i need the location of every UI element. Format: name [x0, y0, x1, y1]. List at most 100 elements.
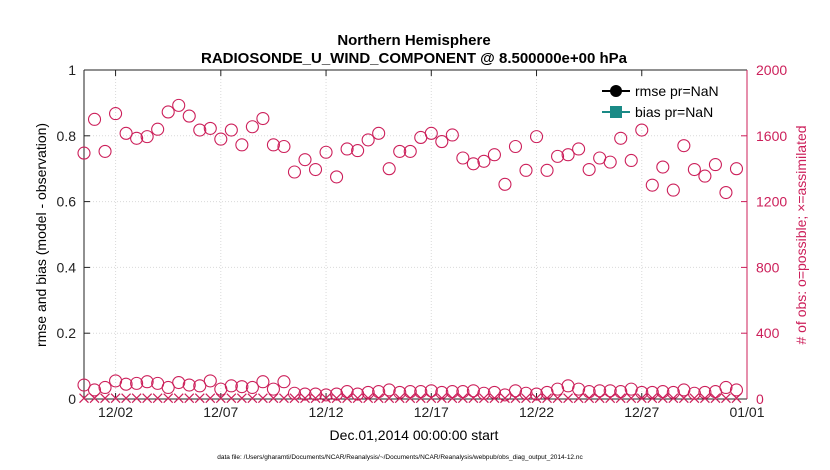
assimilated-obs-marker [142, 393, 153, 404]
y-tick-label-right: 0 [756, 391, 764, 407]
assimilated-obs-marker [468, 393, 479, 404]
assimilated-obs-marker [478, 393, 489, 404]
possible-obs-marker [119, 377, 133, 391]
assimilated-obs-marker [405, 393, 416, 404]
possible-obs-marker [466, 157, 480, 171]
assimilated-obs-marker [647, 393, 658, 404]
possible-obs-marker [193, 379, 207, 393]
y-tick-label-left: 0 [68, 391, 76, 407]
chart-title-line1: Northern Hemisphere [337, 32, 490, 49]
possible-obs-marker [224, 123, 238, 137]
assimilated-obs-marker [436, 393, 447, 404]
possible-obs-marker [77, 378, 91, 392]
possible-obs-marker [719, 380, 733, 395]
y-tick-label-left: 0.2 [57, 325, 77, 341]
possible-obs-marker [593, 384, 607, 398]
assimilated-obs-marker [247, 393, 258, 404]
y-tick-label-right: 1600 [756, 128, 787, 144]
assimilated-obs-marker [110, 393, 121, 404]
possible-obs-marker [140, 375, 154, 389]
possible-obs-marker [319, 388, 333, 402]
possible-obs-marker [277, 375, 291, 389]
assimilated-obs-marker [131, 393, 142, 404]
possible-obs-marker [214, 132, 228, 146]
x-tick-label: 12/22 [519, 404, 554, 420]
possible-obs-marker [319, 145, 333, 159]
possible-obs-marker [298, 153, 312, 167]
assimilated-obs-marker [594, 393, 605, 404]
y-axis-label-left: rmse and bias (model - observation) [33, 123, 49, 347]
possible-obs-marker [424, 384, 438, 398]
possible-obs-marker [529, 130, 544, 144]
assimilated-obs-marker [184, 393, 195, 404]
y-tick-label-left: 0.4 [57, 259, 77, 275]
possible-obs-marker [572, 142, 586, 156]
possible-obs-marker [561, 148, 575, 162]
possible-obs-marker [151, 122, 165, 136]
y-tick-label-left: 0.6 [57, 194, 77, 210]
assimilated-obs-marker [542, 393, 552, 404]
assimilated-obs-marker [363, 393, 374, 404]
possible-obs-marker [677, 139, 691, 153]
assimilated-obs-marker [457, 393, 468, 404]
possible-obs-marker [119, 126, 133, 140]
possible-obs-marker [182, 378, 196, 392]
possible-obs-marker [687, 162, 701, 177]
assimilated-obs-marker [100, 393, 110, 404]
possible-obs-marker [445, 128, 459, 142]
assimilated-obs-marker [342, 393, 353, 404]
assimilated-obs-marker [121, 393, 132, 404]
x-tick-label: 12/12 [309, 404, 344, 420]
assimilated-obs-marker [721, 393, 731, 404]
assimilated-obs-marker [710, 393, 721, 404]
assimilated-obs-marker [236, 393, 247, 404]
legend-rmse-marker [610, 85, 622, 97]
possible-obs-marker [687, 386, 701, 400]
possible-obs-marker [256, 375, 270, 389]
possible-obs-marker [372, 126, 386, 140]
plot-area: 12/02 12/07 12/12 12/17 12/22 12/27 01/0100.20… [57, 62, 788, 420]
possible-obs-marker [245, 120, 259, 134]
assimilated-obs-marker [279, 393, 289, 404]
y-tick-label-right: 800 [756, 259, 780, 275]
possible-obs-marker [266, 382, 280, 396]
possible-obs-marker [519, 386, 533, 400]
legend: rmse pr=NaN bias pr=NaN [591, 79, 738, 123]
possible-obs-marker [130, 131, 144, 145]
assimilated-obs-marker [152, 393, 163, 404]
assimilated-obs-marker [226, 393, 237, 404]
possible-obs-marker [235, 380, 249, 394]
possible-obs-marker [435, 135, 449, 149]
assimilated-obs-marker [500, 393, 510, 404]
possible-obs-marker [645, 178, 659, 192]
possible-obs-marker [729, 383, 744, 397]
possible-obs-marker [603, 384, 617, 398]
legend-bias-marker [610, 106, 622, 118]
assimilated-obs-marker [352, 393, 363, 404]
possible-obs-marker [656, 160, 670, 174]
possible-obs-marker [719, 186, 733, 200]
possible-obs-marker [635, 123, 649, 137]
assimilated-obs-marker [373, 393, 384, 404]
legend-bias-label: bias pr=NaN [635, 104, 713, 120]
possible-obs-marker [161, 105, 175, 119]
y-axis-label-right: # of obs: o=possible; ×=assimilated [793, 125, 809, 344]
possible-obs-marker [330, 170, 344, 184]
possible-obs-marker [666, 183, 680, 197]
possible-obs-marker [140, 130, 154, 144]
assimilated-obs-marker [426, 393, 437, 404]
y-tick-label-right: 2000 [756, 62, 787, 78]
possible-obs-marker [245, 380, 259, 395]
assimilated-obs-marker [173, 393, 184, 404]
assimilated-obs-marker [605, 393, 616, 404]
possible-obs-marker [603, 155, 617, 169]
possible-obs-marker [87, 112, 102, 126]
possible-obs-marker [540, 163, 554, 177]
assimilated-obs-marker [668, 393, 679, 404]
chart-title-line2: RADIOSONDE_U_WIND_COMPONENT @ 8.500000e+… [201, 50, 628, 67]
y-tick-label-right: 1200 [756, 194, 787, 210]
assimilated-obs-marker [689, 393, 700, 404]
legend-rmse-label: rmse pr=NaN [635, 83, 719, 99]
possible-obs-marker [161, 380, 175, 395]
possible-obs-marker [614, 131, 628, 145]
